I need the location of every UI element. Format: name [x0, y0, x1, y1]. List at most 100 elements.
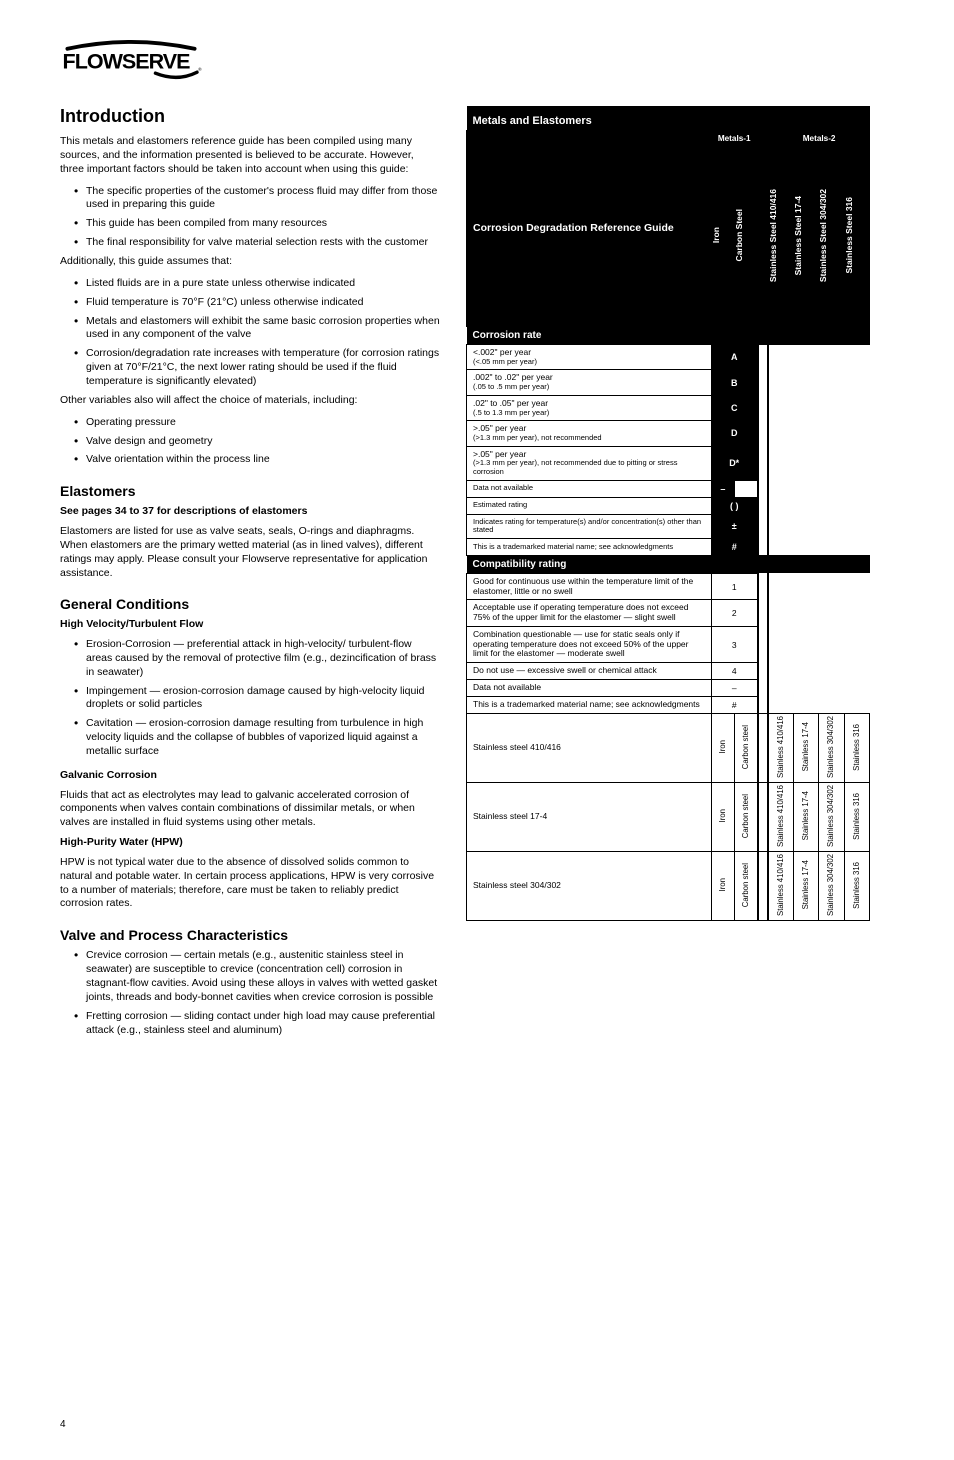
compat-desc: Combination questionable — use for stati…	[467, 626, 712, 662]
reference-table: Metals and Elastomers Corrosion Degradat…	[466, 106, 870, 921]
conditions-head: General Conditions	[60, 596, 440, 612]
bullet: The final responsibility for valve mater…	[74, 236, 440, 250]
bullet: Cavitation — erosion-corrosion damage re…	[74, 717, 440, 759]
compat-desc: Do not use — excessive swell or chemical…	[467, 663, 712, 680]
blank-right-2	[768, 573, 869, 713]
m2-cell: Stainless 17-4	[794, 714, 819, 783]
m2-cell: Stainless 316	[844, 714, 869, 783]
bullet: Valve design and geometry	[74, 435, 440, 449]
compat-row: Good for continuous use within the tempe…	[467, 573, 870, 600]
compat-code: 4	[711, 663, 757, 680]
rating-desc2: This is a trademarked material name; see…	[473, 543, 705, 552]
gap-cell-2	[758, 573, 769, 713]
rating-desc: .002" to .02" per year	[473, 372, 553, 382]
rating-desc2: Estimated rating	[473, 501, 705, 510]
highpurity-text: HPW is not typical water due to the abse…	[60, 856, 440, 911]
bullet: Fluid temperature is 70°F (21°C) unless …	[74, 296, 440, 310]
elastomers-sub: See pages 34 to 37 for descriptions of e…	[60, 505, 440, 519]
rating-desc2: (<.05 mm per year)	[473, 358, 705, 367]
page: FLOWSERVE ® Introduction This metals and…	[0, 0, 954, 1460]
col-ss316: Stainless Steel 316	[844, 147, 869, 327]
bullet: Erosion-Corrosion — preferential attack …	[74, 638, 440, 680]
left-column: Introduction This metals and elastomers …	[60, 106, 440, 1042]
bullet: This guide has been compiled from many r…	[74, 217, 440, 231]
m2-cell: Iron	[711, 714, 734, 783]
header-gap	[758, 131, 769, 327]
rating-code: #	[711, 538, 757, 555]
logo-text: FLOWSERVE	[63, 49, 191, 73]
compat-desc: Acceptable use if operating temperature …	[467, 600, 712, 627]
rating-code: ±	[711, 514, 757, 538]
blank-right	[768, 345, 869, 556]
m2-row: Stainless steel 410/416 Iron Carbon stee…	[467, 714, 870, 783]
intro-bullets-3: Operating pressure Valve design and geom…	[60, 416, 440, 468]
section-corrosion-rate: Corrosion rate	[467, 327, 870, 345]
rating-code: A	[711, 345, 757, 370]
highpurity-sub: High-Purity Water (HPW)	[60, 836, 440, 850]
rating-desc2: (.5 to 1.3 mm per year)	[473, 409, 705, 418]
logo-svg: FLOWSERVE ®	[56, 38, 206, 82]
valve-bullets: Crevice corrosion — certain metals (e.g.…	[60, 949, 440, 1037]
table-title: Metals and Elastomers	[467, 112, 870, 131]
conditions-sub: High Velocity/Turbulent Flow	[60, 618, 440, 632]
bullet: Metals and elastomers will exhibit the s…	[74, 315, 440, 343]
rating-desc2: Data not available	[473, 484, 705, 493]
galvanic-sub: Galvanic Corrosion	[60, 769, 440, 783]
m2-row: Stainless steel 304/302 Iron Carbon stee…	[467, 852, 870, 921]
svg-text:®: ®	[198, 66, 202, 73]
header-metals2: Metals-2	[768, 131, 869, 147]
intro-bullets-1: The specific properties of the customer'…	[60, 185, 440, 250]
m2-cell: Carbon steel	[734, 714, 757, 783]
bullet: Corrosion/degradation rate increases wit…	[74, 347, 440, 389]
rating-code: –	[711, 480, 734, 497]
elastomers-text: Elastomers are listed for use as valve s…	[60, 525, 440, 580]
m2-material: Stainless steel 17-4	[467, 783, 712, 852]
m2-material: Stainless steel 304/302	[467, 852, 712, 921]
section-compat: Compatibility rating	[467, 555, 870, 573]
elastomers-head: Elastomers	[60, 483, 440, 499]
intro-p1: This metals and elastomers reference gui…	[60, 135, 440, 177]
col-iron: Iron	[711, 147, 734, 327]
gap-cell	[758, 345, 769, 556]
rating-desc2: (.05 to .5 mm per year)	[473, 383, 705, 392]
rating-desc: >.05" per year	[473, 423, 526, 433]
m2-cell: Stainless 410/416	[768, 714, 793, 783]
intro-title: Introduction	[60, 106, 440, 127]
m2-cell: Stainless 304/302	[819, 714, 844, 783]
section-head-text: Compatibility rating	[467, 555, 870, 573]
col-ss174: Stainless Steel 17-4	[794, 147, 819, 327]
galvanic-text: Fluids that act as electrolytes may lead…	[60, 789, 440, 831]
compat-desc: This is a trademarked material name; see…	[467, 697, 712, 714]
intro-p3: Other variables also will affect the cho…	[60, 394, 440, 408]
conditions-bullets-1: Erosion-Corrosion — preferential attack …	[60, 638, 440, 759]
two-column-layout: Introduction This metals and elastomers …	[60, 106, 894, 1042]
rating-desc: .02" to .05" per year	[473, 398, 548, 408]
valve-head: Valve and Process Characteristics	[60, 927, 440, 943]
bullet: Fretting corrosion — sliding contact und…	[74, 1010, 440, 1038]
rating-desc2: (>1.3 mm per year), not recommended	[473, 434, 705, 443]
compat-desc: Data not available	[467, 680, 712, 697]
table-title-row: Metals and Elastomers	[467, 112, 870, 131]
compat-code: 1	[711, 573, 757, 600]
rating-code: B	[711, 370, 757, 395]
col-ss410: Stainless Steel 410/416	[768, 147, 793, 327]
header-left-text: Corrosion Degradation Reference Guide	[473, 222, 674, 234]
rating-desc2: Indicates rating for temperature(s) and/…	[473, 518, 705, 535]
flowserve-logo: FLOWSERVE ®	[56, 38, 206, 82]
right-column: Metals and Elastomers Corrosion Degradat…	[466, 106, 870, 1042]
bullet: Listed fluids are in a pure state unless…	[74, 277, 440, 291]
page-number: 4	[60, 1419, 66, 1430]
section-head-text: Corrosion rate	[467, 327, 870, 345]
compat-code: 3	[711, 626, 757, 662]
bullet: Valve orientation within the process lin…	[74, 453, 440, 467]
col-carbon-steel: Carbon Steel	[734, 147, 757, 327]
intro-p2: Additionally, this guide assumes that:	[60, 255, 440, 269]
bullet: Crevice corrosion — certain metals (e.g.…	[74, 949, 440, 1004]
rating-desc: >.05" per year	[473, 449, 526, 459]
rating-row: <.002" per year(<.05 mm per year) A	[467, 345, 870, 370]
bullet: Operating pressure	[74, 416, 440, 430]
m2-row: Stainless steel 17-4 Iron Carbon steel S…	[467, 783, 870, 852]
rating-code: D	[711, 421, 757, 446]
compat-code: 2	[711, 600, 757, 627]
compat-code: –	[711, 680, 757, 697]
